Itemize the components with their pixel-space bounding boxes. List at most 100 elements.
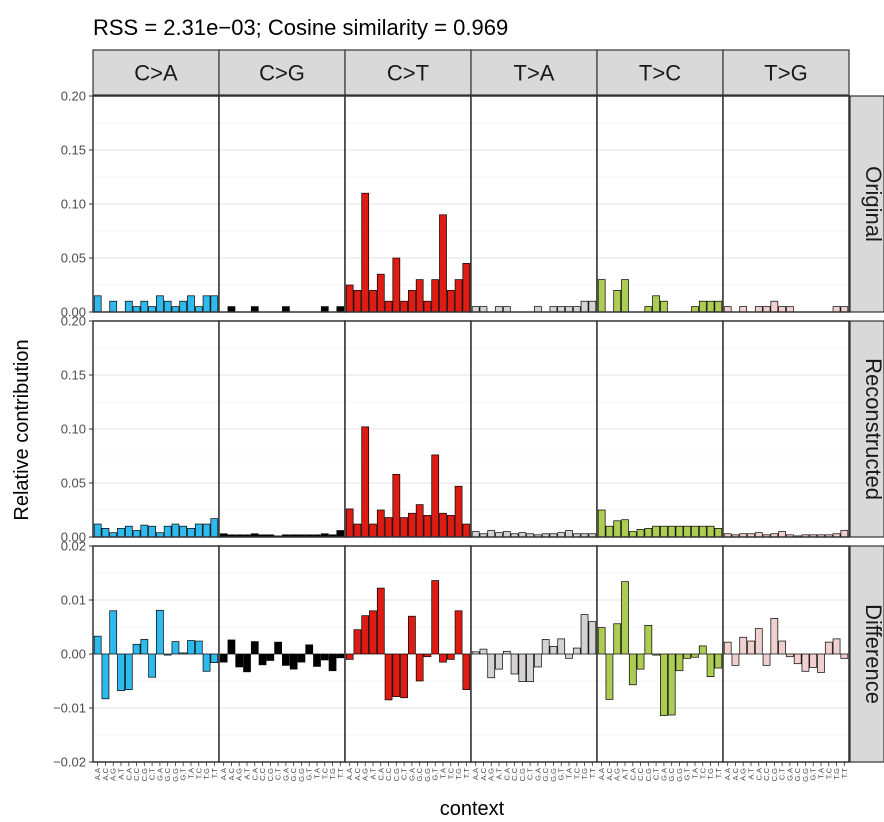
- bar-difference-t-to-g-t-t: [840, 653, 849, 659]
- bar-difference-t-to-c-t-c: [698, 645, 707, 655]
- x-tick-label: A.A: [219, 768, 228, 780]
- bar-reconstructed-t-to-a-t-a: [565, 530, 573, 538]
- bar-original-t-to-a-g-t: [557, 306, 566, 313]
- bar-difference-c-to-t-c-c: [384, 653, 393, 701]
- bar-reconstructed-t-to-c-c-t: [652, 525, 660, 538]
- bar-original-c-to-a-a-g: [109, 300, 118, 313]
- bar-difference-c-to-a-c-a: [124, 653, 133, 690]
- x-tick-label: A.T: [747, 768, 756, 780]
- bar-difference-c-to-g-t-g: [328, 653, 337, 672]
- bar-original-c-to-t-c-t: [400, 300, 408, 313]
- x-tick-label: C.G: [392, 768, 401, 782]
- bar-reconstructed-t-to-c-c-a: [628, 531, 637, 538]
- bar-original-t-to-c-a-g: [613, 290, 622, 313]
- bar-original-c-to-a-g-t: [179, 300, 188, 313]
- bar-difference-t-to-g-t-g: [832, 638, 841, 655]
- bar-difference-c-to-a-a-c: [101, 653, 110, 700]
- bar-original-t-to-c-t-c: [698, 300, 707, 313]
- panel-original-t-to-a: [470, 95, 598, 313]
- bar-difference-c-to-t-t-c: [446, 653, 455, 660]
- bar-original-c-to-t-a-g: [361, 192, 370, 313]
- bar-difference-t-to-a-t-t: [588, 621, 597, 655]
- y-tick-label: −0.01: [53, 701, 86, 716]
- y-tick-label: 0.01: [61, 593, 86, 608]
- facet-label-c-to-a: C>A: [134, 61, 178, 86]
- x-tick-label: T.C: [572, 767, 581, 779]
- x-tick-label: C.T: [148, 768, 157, 781]
- bar-original-t-to-c-a-a: [597, 279, 606, 313]
- bar-original-t-to-g-g-a: [786, 306, 794, 313]
- bar-difference-t-to-c-g-c: [667, 653, 676, 716]
- y-tick-label: 0.10: [61, 422, 86, 437]
- bar-original-t-to-g-t-t: [840, 306, 849, 313]
- x-tick-label: C.C: [510, 767, 519, 781]
- bar-difference-t-to-a-a-g: [487, 653, 496, 679]
- bar-difference-t-to-c-a-t: [621, 581, 629, 655]
- bar-difference-t-to-g-a-g: [739, 636, 748, 655]
- x-tick-label: C.G: [518, 768, 527, 782]
- bar-original-c-to-g-g-a: [282, 306, 290, 313]
- bar-original-c-to-g-t-c: [320, 306, 329, 313]
- bar-difference-c-to-g-g-t: [305, 644, 314, 655]
- bar-reconstructed-c-to-a-g-g: [171, 523, 180, 538]
- bar-difference-c-to-g-t-a: [313, 653, 321, 667]
- bar-reconstructed-c-to-t-t-t: [462, 523, 471, 538]
- chart-title: RSS = 2.31e−03; Cosine similarity = 0.96…: [93, 15, 508, 40]
- bar-reconstructed-c-to-t-c-a: [376, 509, 385, 538]
- bar-reconstructed-c-to-a-a-a: [93, 523, 102, 538]
- y-tick-label: 0.05: [61, 251, 86, 266]
- x-tick-label: A.A: [93, 768, 102, 780]
- bar-reconstructed-t-to-c-g-c: [667, 525, 676, 538]
- x-tick-label: G.A: [785, 768, 794, 781]
- facet-label-difference: Difference: [861, 604, 884, 704]
- bar-difference-t-to-g-g-g: [801, 653, 810, 672]
- bar-difference-t-to-g-c-g: [770, 618, 779, 655]
- panel-border: [722, 320, 850, 538]
- x-tick-label: C.A: [376, 768, 385, 781]
- bar-reconstructed-c-to-t-c-g: [392, 474, 401, 538]
- bar-difference-t-to-a-g-a: [534, 653, 542, 668]
- x-tick-label: G.T: [305, 768, 314, 781]
- panel-original-t-to-g: [722, 95, 850, 313]
- x-tick-label: T.C: [194, 767, 203, 779]
- bar-difference-c-to-t-c-g: [392, 653, 401, 698]
- x-tick-label: C.G: [644, 768, 653, 782]
- panel-difference-t-to-g: [722, 545, 850, 763]
- bar-reconstructed-c-to-t-a-t: [369, 523, 377, 538]
- x-tick-label: T.C: [320, 767, 329, 779]
- bar-difference-c-to-g-a-a: [219, 653, 228, 663]
- bar-original-t-to-a-a-c: [479, 306, 488, 313]
- bar-original-c-to-a-t-a: [187, 295, 195, 313]
- bar-difference-c-to-t-t-t: [462, 653, 471, 690]
- panel-border: [722, 545, 850, 763]
- bar-difference-c-to-a-c-c: [132, 643, 141, 655]
- bar-difference-c-to-g-c-a: [250, 641, 259, 655]
- facet-label-reconstructed: Reconstructed: [861, 358, 884, 500]
- bar-difference-t-to-a-g-g: [549, 646, 558, 655]
- plot-area: C>A C>G C>T T>A T>C T>G Original 0.00 0.05 0.10 0.…: [53, 49, 884, 782]
- facet-label-t-to-c: T>C: [639, 61, 681, 86]
- bar-original-c-to-t-a-c: [353, 290, 362, 313]
- x-tick-label: G.A: [281, 768, 290, 781]
- bar-reconstructed-c-to-t-g-c: [415, 504, 424, 538]
- x-tick-label: C.T: [274, 768, 283, 781]
- bar-difference-t-to-a-c-g: [518, 653, 527, 682]
- x-tick-label: T.A: [313, 768, 322, 779]
- x-tick-label: G.G: [675, 768, 684, 782]
- bar-difference-c-to-t-g-t: [431, 580, 440, 655]
- x-tick-label: G.T: [809, 768, 818, 781]
- bar-difference-t-to-c-c-c: [636, 653, 645, 670]
- bar-reconstructed-c-to-t-a-g: [361, 426, 370, 538]
- y-tick-label: 0.20: [61, 89, 86, 104]
- bar-reconstructed-t-to-c-t-t: [714, 528, 723, 538]
- x-tick-label: C.C: [636, 767, 645, 781]
- bar-reconstructed-c-to-a-c-t: [148, 525, 156, 538]
- y-axis-label: Relative contribution: [11, 339, 33, 520]
- x-tick-label: G.C: [667, 767, 676, 781]
- bar-original-c-to-a-g-g: [171, 306, 180, 313]
- bar-reconstructed-c-to-a-c-a: [124, 525, 133, 538]
- x-tick-label: A.C: [353, 767, 362, 780]
- bar-reconstructed-t-to-c-c-g: [644, 528, 653, 538]
- x-tick-label: G.C: [415, 767, 424, 781]
- bar-difference-t-to-c-a-c: [605, 653, 614, 700]
